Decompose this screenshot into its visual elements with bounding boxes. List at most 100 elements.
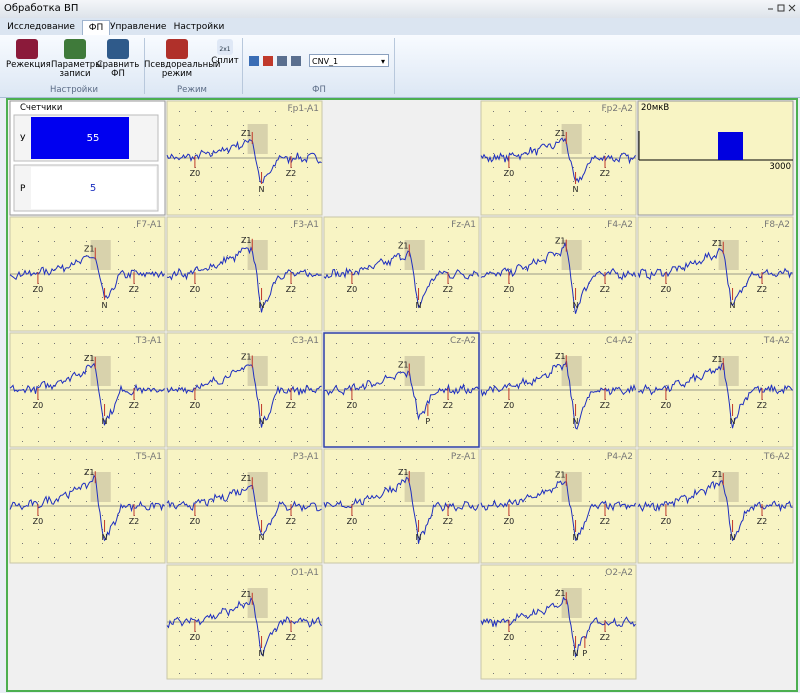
grid-dot	[368, 473, 369, 474]
tab[interactable]: ФП	[82, 20, 110, 36]
marker-label: N	[573, 533, 579, 542]
grid-dot	[307, 473, 308, 474]
channel-cell[interactable]: T6-A2 Z0 Z1 N Z2	[637, 448, 794, 564]
marker-label: Z2	[600, 517, 611, 526]
grid-dot	[557, 515, 558, 516]
grid-dot	[448, 255, 449, 256]
channel-cell[interactable]: Pz-A1 Z0 Z1 N Z2	[323, 448, 480, 564]
channel-cell[interactable]: Fz-A1 Z0 Z1 N Z2	[323, 216, 480, 332]
grid-dot	[557, 575, 558, 576]
channel-cell[interactable]: O2-A2 Z0 Z1 N P Z2	[480, 564, 637, 680]
channel-cell[interactable]: O1-A1 Z0 Z1 N Z2	[166, 564, 323, 680]
grid-dot	[557, 153, 558, 154]
grid-dot	[714, 283, 715, 284]
channel-cell[interactable]: T5-A1 Z0 Z1 N Z2	[9, 448, 166, 564]
grid-dot	[336, 413, 337, 414]
analysis-window	[90, 240, 111, 270]
marker-label: Z2	[286, 285, 297, 294]
grid-dot	[179, 631, 180, 632]
grid-dot	[179, 557, 180, 558]
grid-dot	[275, 673, 276, 674]
ribbon-button[interactable]: Режекция	[6, 39, 51, 70]
grid-dot	[38, 487, 39, 488]
grid-dot	[291, 297, 292, 298]
group-separator	[394, 38, 395, 94]
grid-dot	[650, 269, 651, 270]
ribbon-button[interactable]: Псевдореальный режим	[144, 39, 220, 79]
grid-dot	[259, 427, 260, 428]
grid-dot	[541, 543, 542, 544]
grid-dot	[307, 297, 308, 298]
grid-dot	[275, 297, 276, 298]
grid-dot	[621, 269, 622, 270]
grid-dot	[118, 543, 119, 544]
grid-dot	[150, 515, 151, 516]
fp-tool-icons[interactable]	[248, 54, 306, 68]
grid-dot	[275, 209, 276, 210]
grid-dot	[714, 413, 715, 414]
channel-cell[interactable]: T4-A2 Z0 Z1 N Z2	[637, 332, 794, 448]
grid-dot	[211, 557, 212, 558]
window-controls[interactable]	[766, 4, 796, 14]
grid-dot	[352, 529, 353, 530]
channel-cell[interactable]: T3-A1 Z0 Z1 N Z2	[9, 332, 166, 448]
grid-dot	[179, 413, 180, 414]
grid-dot	[432, 325, 433, 326]
grid-dot	[211, 167, 212, 168]
grid-dot	[336, 371, 337, 372]
grid-dot	[195, 343, 196, 344]
grid-dot	[118, 227, 119, 228]
channel-cell[interactable]: P4-A2 Z0 Z1 N Z2	[480, 448, 637, 564]
grid-dot	[307, 311, 308, 312]
tab[interactable]: Управление	[110, 22, 167, 32]
grid-dot	[86, 371, 87, 372]
grid-dot	[525, 325, 526, 326]
grid-dot	[195, 459, 196, 460]
grid-dot	[541, 575, 542, 576]
channel-cell[interactable]: P3-A1 Z0 Z1 N Z2	[166, 448, 323, 564]
channel-cell[interactable]: C3-A1 Z0 Z1 N Z2	[166, 332, 323, 448]
combo-box[interactable]: CNV_1 ▾	[309, 54, 389, 67]
grid-dot	[118, 515, 119, 516]
grid-dot	[22, 357, 23, 358]
grid-dot	[416, 311, 417, 312]
marker-label: Z1	[84, 245, 95, 254]
channel-cell[interactable]: F3-A1 Z0 Z1 N Z2	[166, 216, 323, 332]
channel-cell[interactable]: F4-A2 Z0 Z1 N Z2	[480, 216, 637, 332]
grid-dot	[291, 673, 292, 674]
channel-cell[interactable]: C4-A2 Z0 Z1 N Z2	[480, 332, 637, 448]
marker-label: Z2	[757, 517, 768, 526]
channel-cell[interactable]: Fp2-A2 Z0 Z1 N Z2	[480, 100, 637, 216]
counter-label: Р	[20, 184, 26, 194]
grid-dot	[557, 487, 558, 488]
channel-label: C3-A1	[292, 336, 319, 346]
grid-dot	[102, 459, 103, 460]
grid-dot	[384, 529, 385, 530]
grid-dot	[698, 325, 699, 326]
tab[interactable]: Настройки	[173, 22, 225, 32]
grid-dot	[307, 589, 308, 590]
grid-dot	[211, 241, 212, 242]
grid-dot	[307, 515, 308, 516]
grid-dot	[150, 543, 151, 544]
grid-dot	[621, 575, 622, 576]
grid-dot	[54, 325, 55, 326]
grid-dot	[746, 297, 747, 298]
tab[interactable]: Исследование	[7, 22, 75, 32]
channel-cell[interactable]: Cz-A2 Z0 Z1 P Z2	[323, 332, 480, 448]
channel-cell[interactable]: Fp1-A1 Z0 Z1 N Z2	[166, 100, 323, 216]
grid-dot	[211, 399, 212, 400]
channel-cell[interactable]: F7-A1 Z0 Z1 N Z2	[9, 216, 166, 332]
ribbon-button[interactable]: Сравнить ФП	[96, 39, 140, 79]
channel-cell[interactable]: F8-A2 Z0 Z1 N Z2	[637, 216, 794, 332]
grid-dot	[714, 441, 715, 442]
grid-dot	[179, 209, 180, 210]
grid-dot	[227, 575, 228, 576]
grid-dot	[243, 167, 244, 168]
grid-dot	[448, 311, 449, 312]
ribbon-button[interactable]: 2x1 Сплит	[210, 39, 240, 66]
ribbon-button[interactable]: Параметры записи	[51, 39, 102, 79]
grid-dot	[698, 557, 699, 558]
grid-dot	[384, 311, 385, 312]
grid-dot	[621, 195, 622, 196]
